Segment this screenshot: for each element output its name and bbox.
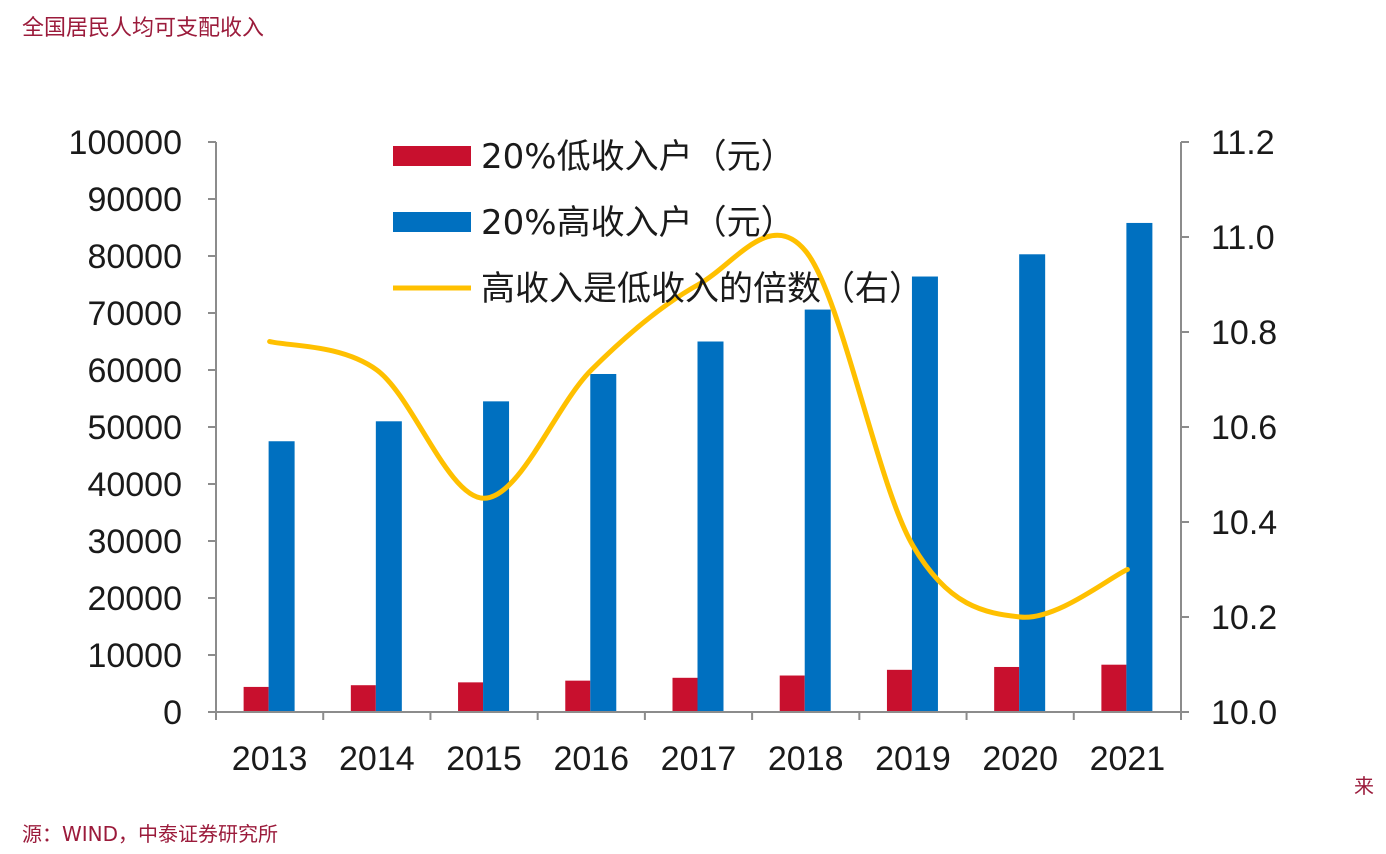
bar-high-2015 <box>483 401 510 712</box>
source-lead-char: 来 <box>1354 774 1374 798</box>
x-tick-label: 2017 <box>661 740 737 778</box>
x-tick-label: 2018 <box>768 740 844 778</box>
source-note: 源：WIND，中泰证券研究所 <box>22 822 279 846</box>
x-tick-label: 2016 <box>553 740 629 778</box>
right-tick-label: 10.2 <box>1211 599 1277 637</box>
bar-high-2013 <box>268 441 295 712</box>
x-tick-label: 2019 <box>875 740 951 778</box>
right-tick-label: 11.2 <box>1211 124 1275 162</box>
left-tick-label: 10000 <box>87 637 182 675</box>
legend-swatch-high <box>393 212 471 232</box>
x-tick-label: 2020 <box>982 740 1058 778</box>
bar-high-2020 <box>1019 254 1046 713</box>
bar-high-2016 <box>590 373 617 712</box>
left-tick-label: 30000 <box>87 523 182 561</box>
bar-low-2018 <box>779 675 805 712</box>
bar-low-2021 <box>1101 664 1127 712</box>
bar-low-2020 <box>994 666 1020 712</box>
left-tick-label: 90000 <box>87 181 182 219</box>
bar-low-2016 <box>565 680 591 712</box>
right-tick-label: 10.6 <box>1211 409 1277 447</box>
bar-low-2014 <box>350 685 376 712</box>
x-tick-label: 2021 <box>1090 740 1166 778</box>
right-tick-label: 11.0 <box>1211 219 1275 257</box>
right-tick-label: 10.4 <box>1211 504 1277 542</box>
bar-low-2013 <box>243 686 269 712</box>
left-tick-label: 80000 <box>87 238 182 276</box>
bar-high-2014 <box>375 421 402 712</box>
legend-label-2: 高收入是低收入的倍数（右） <box>481 269 923 309</box>
left-tick-label: 50000 <box>87 409 182 447</box>
legend-label-0: 20%低收入户（元） <box>481 137 795 177</box>
right-tick-label: 10.8 <box>1211 314 1277 352</box>
legend-label-1: 20%高收入户（元） <box>481 203 795 243</box>
left-tick-label: 40000 <box>87 466 182 504</box>
left-tick-label: 0 <box>163 694 182 732</box>
chart-title: 全国居民人均可支配收入 <box>22 16 265 41</box>
bar-high-2017 <box>697 341 724 712</box>
x-tick-label: 2015 <box>446 740 522 778</box>
left-tick-label: 70000 <box>87 295 182 333</box>
right-tick-label: 10.0 <box>1211 694 1277 732</box>
x-tick-label: 2013 <box>232 740 308 778</box>
legend-swatch-low <box>393 146 471 166</box>
ratio-line <box>267 232 1130 620</box>
left-tick-label: 20000 <box>87 580 182 618</box>
left-tick-label: 100000 <box>69 124 182 162</box>
bar-low-2019 <box>886 669 912 712</box>
left-tick-label: 60000 <box>87 352 182 390</box>
bar-high-2021 <box>1126 222 1153 712</box>
bar-low-2017 <box>672 677 698 712</box>
x-tick-label: 2014 <box>339 740 415 778</box>
bar-high-2018 <box>804 309 831 712</box>
bar-low-2015 <box>458 682 484 712</box>
bar-high-2019 <box>911 276 938 712</box>
